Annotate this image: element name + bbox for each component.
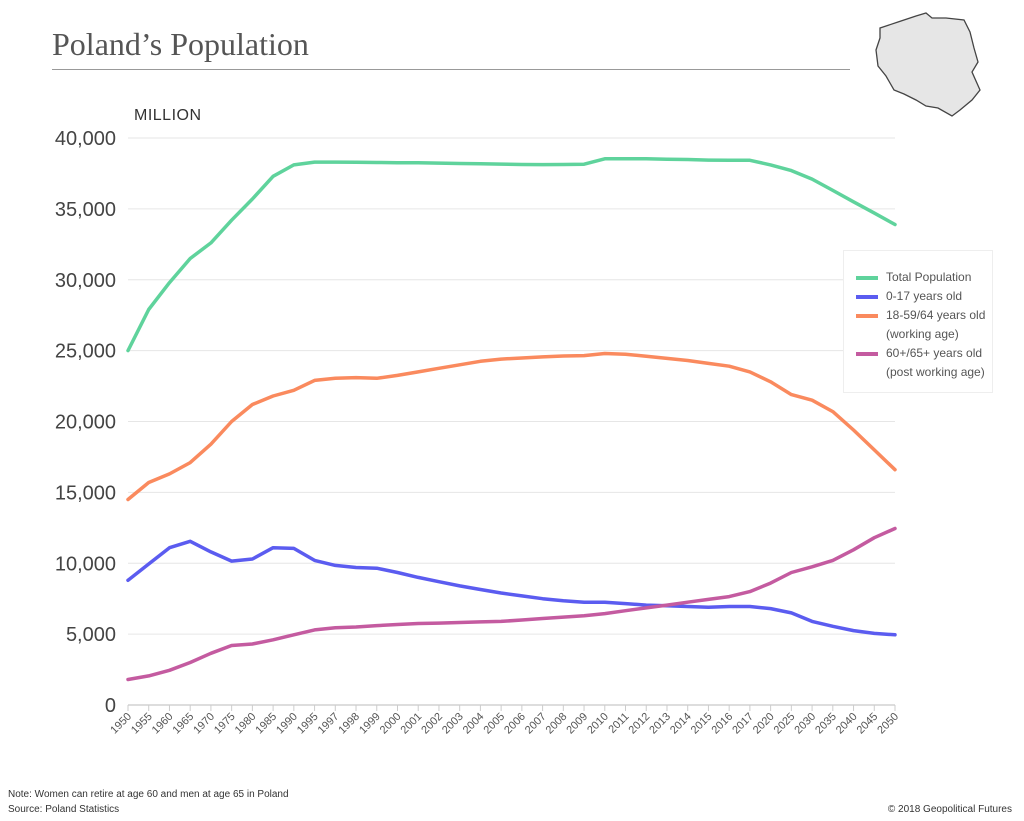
- chart-legend: Total Population 0-17 years old 18-59/64…: [843, 250, 993, 393]
- legend-item-working-age: 18-59/64 years old (working age): [856, 306, 992, 344]
- legend-swatch: [856, 314, 878, 318]
- y-axis-unit-label: MILLION: [134, 107, 202, 124]
- x-tick-label: 2009: [564, 711, 590, 737]
- x-tick-label: 2008: [544, 711, 570, 737]
- legend-label: Total Population: [886, 270, 972, 284]
- x-tick-label: 2001: [399, 711, 425, 737]
- x-tick-label: 2040: [834, 711, 860, 737]
- poland-map-icon: [875, 12, 981, 117]
- x-tick-label: 2017: [730, 711, 756, 737]
- y-tick-label: 15,000: [55, 482, 116, 504]
- y-tick-label: 0: [105, 695, 116, 717]
- x-tick-label: 2005: [481, 711, 507, 737]
- x-tick-label: 2030: [792, 711, 818, 737]
- x-tick-label: 2014: [668, 711, 694, 737]
- series-line-0: [126, 156, 897, 353]
- footnote: Note: Women can retire at age 60 and men…: [8, 789, 289, 800]
- x-tick-label: 2004: [461, 711, 487, 737]
- legend-swatch: [856, 352, 878, 356]
- legend-label-sub: (post working age): [886, 365, 985, 379]
- y-tick-label: 10,000: [55, 553, 116, 575]
- source-note: Source: Poland Statistics: [8, 804, 120, 815]
- x-tick-label: 2012: [627, 711, 653, 737]
- x-tick-label: 2050: [875, 711, 901, 737]
- x-tick-label: 1995: [295, 711, 321, 737]
- x-tick-label: 2035: [813, 711, 839, 737]
- x-tick-label: 2000: [378, 711, 404, 737]
- x-tick-label: 2015: [689, 711, 715, 737]
- x-tick-label: 1990: [274, 711, 300, 737]
- x-tick-label: 2011: [606, 711, 631, 736]
- y-tick-label: 40,000: [55, 128, 116, 150]
- x-tick-label: 1970: [191, 711, 217, 737]
- y-tick-label: 5,000: [66, 624, 116, 646]
- copyright: © 2018 Geopolitical Futures: [887, 804, 1012, 815]
- x-tick-label: 1980: [233, 711, 259, 737]
- x-tick-label: 2010: [585, 711, 611, 737]
- legend-swatch: [856, 276, 878, 280]
- y-tick-label: 25,000: [55, 341, 116, 363]
- x-tick-label: 2016: [709, 711, 735, 737]
- legend-label-sub: (working age): [886, 327, 959, 341]
- series-line-2: [126, 351, 897, 502]
- line-chart: 0 5,000 10,000 15,000 20,000 25,000 30,000 35,0…: [55, 128, 901, 737]
- legend-label: 60+/65+ years old: [886, 346, 983, 360]
- x-tick-label: 1985: [253, 711, 279, 737]
- title-divider: [52, 69, 850, 70]
- x-tick-label: 2045: [855, 711, 881, 737]
- legend-item-total: Total Population: [856, 268, 992, 287]
- legend-label: 0-17 years old: [886, 289, 963, 303]
- x-tick-label: 1965: [171, 711, 197, 737]
- legend-swatch: [856, 295, 878, 299]
- chart-title: Poland’s Population: [52, 26, 309, 62]
- x-tick-label: 2025: [772, 711, 798, 737]
- x-tick-label: 1998: [336, 711, 362, 737]
- legend-label: 18-59/64 years old: [886, 308, 986, 322]
- x-tick-label: 2007: [523, 711, 549, 737]
- x-tick-label: 1999: [357, 711, 383, 737]
- x-tick-label: 2020: [751, 711, 777, 737]
- x-tick-label: 2006: [502, 711, 528, 737]
- y-tick-label: 30,000: [55, 270, 116, 292]
- x-tick-label: 1960: [150, 711, 176, 737]
- x-tick-label: 1975: [212, 711, 238, 737]
- x-tick-label: 2013: [647, 711, 673, 737]
- x-tick-label: 1997: [316, 711, 342, 737]
- legend-item-post-working-age: 60+/65+ years old (post working age): [856, 344, 992, 382]
- series-line-1: [126, 539, 897, 637]
- y-tick-label: 35,000: [55, 199, 116, 221]
- x-tick-label: 2003: [440, 711, 466, 737]
- series-line-3: [126, 526, 897, 682]
- x-tick-label: 2002: [419, 711, 445, 737]
- y-tick-label: 20,000: [55, 412, 116, 434]
- legend-item-0-17: 0-17 years old: [856, 287, 992, 306]
- x-tick-label: 1955: [129, 711, 155, 737]
